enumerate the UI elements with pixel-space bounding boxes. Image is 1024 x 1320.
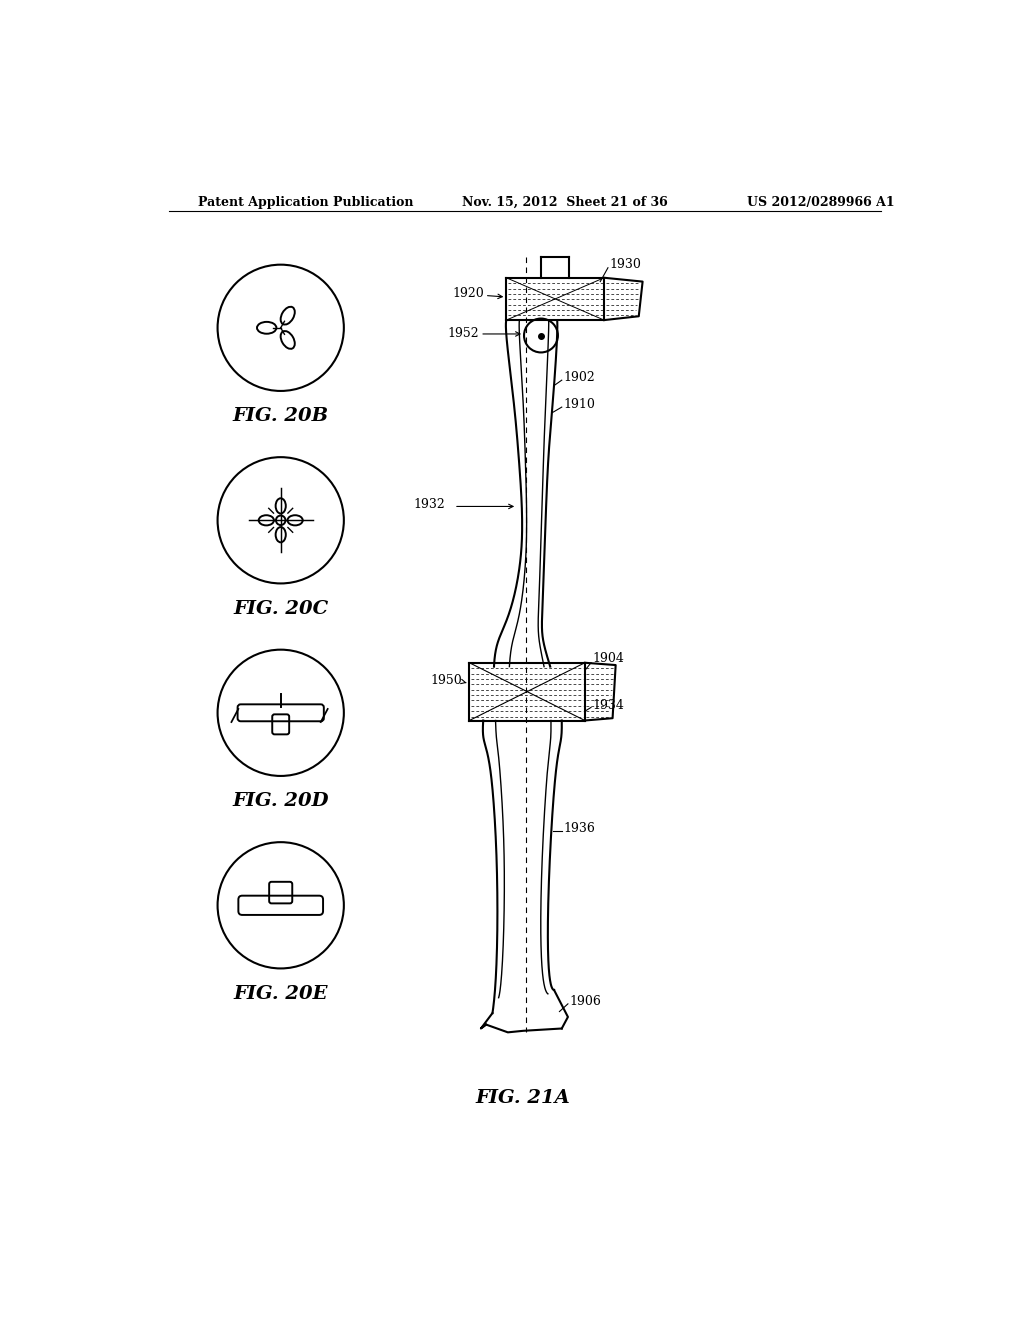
- Text: 1936: 1936: [563, 822, 595, 834]
- Text: FIG. 21A: FIG. 21A: [476, 1089, 570, 1106]
- Text: 1904: 1904: [593, 652, 625, 665]
- Text: FIG. 20E: FIG. 20E: [233, 985, 328, 1003]
- Text: Patent Application Publication: Patent Application Publication: [199, 195, 414, 209]
- Text: 1932: 1932: [414, 499, 445, 511]
- Text: 1906: 1906: [569, 995, 601, 1008]
- Text: 1902: 1902: [563, 371, 595, 384]
- Text: 1920: 1920: [453, 286, 484, 300]
- Text: 1952: 1952: [447, 327, 479, 341]
- Text: 1930: 1930: [609, 259, 641, 271]
- Text: FIG. 20C: FIG. 20C: [233, 599, 329, 618]
- Text: 1910: 1910: [563, 399, 595, 412]
- Text: FIG. 20B: FIG. 20B: [232, 408, 329, 425]
- Text: Nov. 15, 2012  Sheet 21 of 36: Nov. 15, 2012 Sheet 21 of 36: [462, 195, 668, 209]
- Text: US 2012/0289966 A1: US 2012/0289966 A1: [746, 195, 894, 209]
- Text: FIG. 20D: FIG. 20D: [232, 792, 329, 810]
- Text: 1950: 1950: [431, 675, 463, 686]
- Text: 1934: 1934: [593, 698, 625, 711]
